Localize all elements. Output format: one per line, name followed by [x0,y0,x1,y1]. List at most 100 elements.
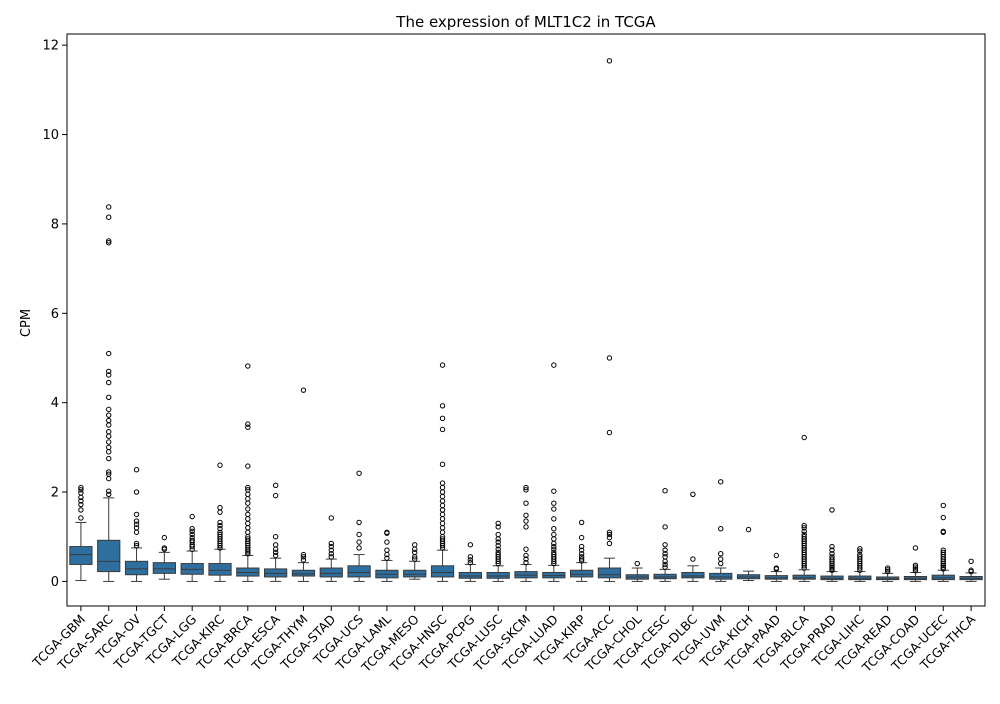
outlier-point [634,560,640,567]
outlier-point [412,549,418,556]
outlier-point [272,546,279,552]
outlier-point [300,387,307,393]
outlier-point [106,412,112,418]
outlier-point [551,525,557,532]
outlier-point [106,491,112,497]
outlier-point [106,379,112,386]
outlier-point [467,557,474,563]
box-iqr [319,567,343,578]
outlier-point [578,519,585,526]
outlier-point [328,540,334,547]
outlier-point [133,489,140,495]
outlier-point [189,534,195,541]
outlier-point [106,422,112,428]
outlier-point [718,560,724,567]
outlier-point [106,204,112,210]
outlier-point [300,551,307,558]
outlier-point [439,493,446,500]
outlier-point [829,543,835,550]
y-axis-label: CPM [19,309,34,337]
outlier-point [328,551,334,557]
outlier-point [857,554,863,560]
outlier-point [495,539,501,545]
box-iqr [291,569,316,577]
outlier-point [328,543,334,550]
outlier-point [829,507,835,513]
box-iqr [681,571,705,579]
outlier-point [912,564,919,570]
outlier-point [773,565,780,571]
outlier-point [439,529,446,535]
outlier-point [884,568,891,575]
outlier-point [801,525,807,531]
outlier-point [551,362,557,368]
outlier-point [829,566,835,572]
outlier-point [161,534,168,541]
outlier-point [801,534,807,540]
box-iqr [69,546,93,565]
outlier-point [133,525,140,531]
outlier-point [551,543,557,550]
outlier-point [662,564,668,570]
outlier-point [189,513,195,520]
outlier-point [940,514,946,521]
outlier-point [245,487,251,493]
outlier-point [106,406,112,413]
outlier-point [912,545,919,551]
outlier-point [523,524,529,530]
box-iqr [124,560,149,576]
outlier-point [106,214,112,220]
box-iqr [486,571,510,579]
outlier-point [189,528,195,535]
outlier-point [439,525,446,531]
outlier-point [662,542,668,548]
outlier-point [78,498,84,504]
outlier-point [495,524,501,530]
outlier-point [245,516,251,522]
y-tick-label: 10 [42,128,59,143]
outlier-point [662,551,668,557]
outlier-point [106,238,112,244]
outlier-point [189,531,195,538]
outlier-point [551,549,557,556]
outlier-point [523,559,529,566]
outlier-point [106,433,112,439]
outlier-point [495,549,501,556]
outlier-point [106,429,112,435]
outlier-point [78,487,84,493]
outlier-point [606,534,613,541]
outlier-point [940,564,946,570]
box-iqr [403,569,427,578]
outlier-point [523,484,529,491]
outlier-point [217,509,223,515]
outlier-point [662,561,668,568]
outlier-point [718,479,724,485]
outlier-point [606,529,613,535]
outlier-point [940,502,946,509]
outlier-point [801,531,807,538]
outlier-point [495,520,501,527]
outlier-point [272,492,279,499]
outlier-point [551,536,557,542]
outlier-point [523,512,529,518]
outlier-point [968,567,974,573]
outlier-point [884,565,891,571]
outlier-point [940,528,946,535]
y-tick-label: 8 [51,217,59,232]
outlier-point [495,542,501,549]
outlier-point [217,522,223,529]
outlier-point [245,491,251,497]
outlier-point [272,482,279,489]
outlier-point [606,531,613,538]
box-iqr [570,569,594,578]
outlier-point [467,542,474,548]
outlier-point [133,511,140,518]
outlier-point [551,500,557,506]
outlier-point [439,536,446,542]
outlier-point [857,546,863,552]
y-tick-label: 0 [51,575,59,590]
outlier-point [245,525,251,531]
outlier-point [662,547,668,553]
outlier-point [384,547,390,553]
